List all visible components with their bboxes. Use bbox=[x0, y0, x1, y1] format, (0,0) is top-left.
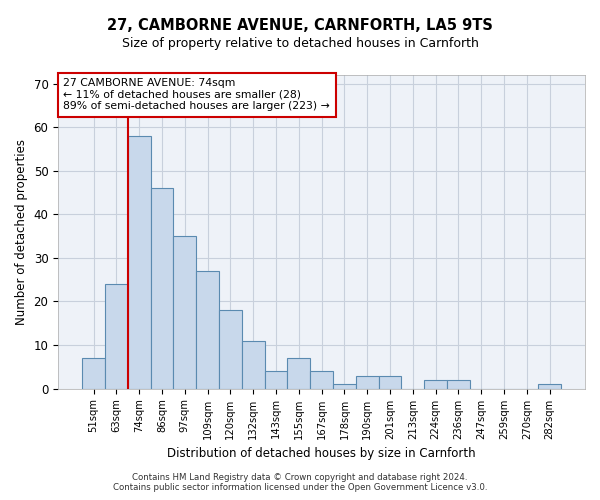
Bar bbox=[287, 358, 310, 388]
Bar bbox=[242, 340, 265, 388]
Text: 27, CAMBORNE AVENUE, CARNFORTH, LA5 9TS: 27, CAMBORNE AVENUE, CARNFORTH, LA5 9TS bbox=[107, 18, 493, 32]
Bar bbox=[356, 376, 379, 388]
Bar bbox=[128, 136, 151, 388]
Bar bbox=[538, 384, 561, 388]
Bar bbox=[265, 371, 287, 388]
Bar bbox=[310, 371, 333, 388]
Text: Size of property relative to detached houses in Carnforth: Size of property relative to detached ho… bbox=[122, 38, 478, 51]
Text: 27 CAMBORNE AVENUE: 74sqm
← 11% of detached houses are smaller (28)
89% of semi-: 27 CAMBORNE AVENUE: 74sqm ← 11% of detac… bbox=[64, 78, 330, 112]
Bar bbox=[82, 358, 105, 388]
Text: Contains HM Land Registry data © Crown copyright and database right 2024.
Contai: Contains HM Land Registry data © Crown c… bbox=[113, 473, 487, 492]
Bar bbox=[219, 310, 242, 388]
Bar bbox=[173, 236, 196, 388]
Bar bbox=[151, 188, 173, 388]
Bar bbox=[424, 380, 447, 388]
Bar bbox=[333, 384, 356, 388]
X-axis label: Distribution of detached houses by size in Carnforth: Distribution of detached houses by size … bbox=[167, 447, 476, 460]
Bar bbox=[105, 284, 128, 389]
Bar bbox=[379, 376, 401, 388]
Y-axis label: Number of detached properties: Number of detached properties bbox=[15, 139, 28, 325]
Bar bbox=[196, 271, 219, 388]
Bar bbox=[447, 380, 470, 388]
